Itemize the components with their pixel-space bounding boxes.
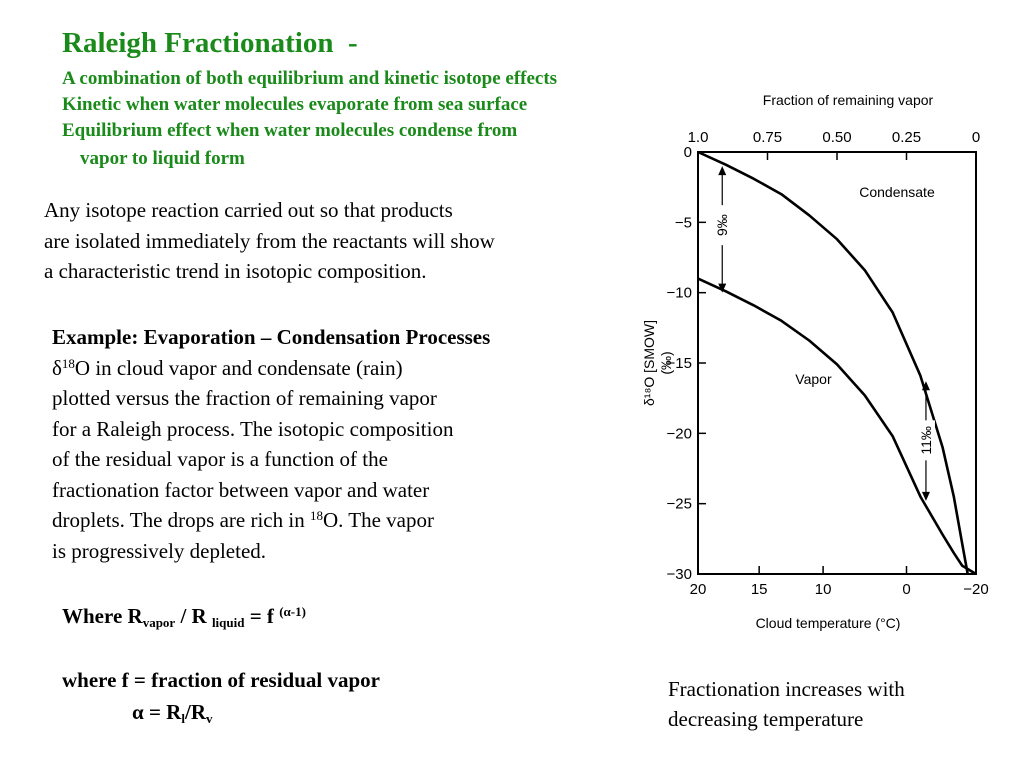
rayleigh-chart: Fraction of remaining vapor 1.0 0.75 0.50 0…: [641, 92, 989, 631]
y-axis-ticks: 0 −5 −10 −15 −20 −25 −30: [667, 144, 706, 583]
definition-f: where f = fraction of residual vapor: [62, 668, 380, 692]
arrow-label-bg: [916, 420, 935, 461]
iso-mass: 18: [61, 355, 75, 371]
bottom-tick-label: −20: [963, 581, 988, 598]
caption-line: decreasing temperature: [668, 707, 864, 731]
bottom-tick-label: 0: [902, 581, 910, 598]
arrow-head: [921, 491, 930, 501]
y-tick-label: 0: [684, 144, 692, 161]
example-line: for a Raleigh process. The isotopic comp…: [52, 416, 454, 441]
intro-line: a characteristic trend in isotopic compo…: [44, 259, 427, 283]
annotation-label: 9‰: [714, 214, 730, 236]
top-tick-label: 1.0: [688, 129, 709, 146]
top-tick-label: 0.25: [892, 129, 921, 146]
bottom-tick-label: 20: [690, 581, 707, 598]
subtitle-line: Kinetic when water molecules evaporate f…: [62, 94, 528, 115]
example-text: O in cloud vapor and condensate (rain): [74, 355, 403, 380]
example-text: O. The vapor: [322, 508, 434, 532]
formula-text: / R: [175, 604, 212, 628]
series-line-vapor: [697, 277, 977, 576]
intro-line: Any isotope reaction carried out so that…: [44, 198, 453, 222]
bottom-tick-label: 15: [751, 581, 768, 598]
example-paragraph: Example: Evaporation – Condensation Proc…: [52, 322, 490, 566]
chart-caption: Fractionation increases with decreasing …: [668, 674, 905, 734]
top-axis-ticks: 1.0 0.75 0.50 0.25 0: [688, 129, 980, 160]
x-axis-label: Cloud temperature (°C): [756, 615, 901, 631]
top-tick-label: 0.50: [822, 129, 851, 146]
intro-paragraph: Any isotope reaction carried out so that…: [44, 195, 495, 287]
series-group: Condensate Vapor: [697, 150, 977, 576]
y-axis-label: δ¹⁸O [SMOW]: [641, 320, 657, 406]
iso-mass: 18: [309, 508, 323, 523]
rayleigh-formula: Where Rvapor / R liquid = f (α-1): [62, 604, 306, 629]
example-line: of the residual vapor is a function of t…: [52, 447, 388, 471]
formula-text: α = R: [132, 700, 182, 724]
formula-subscript: liquid: [211, 615, 245, 630]
y-tick-label: −10: [667, 285, 692, 302]
example-line: is progressively depleted.: [52, 538, 267, 563]
example-line: plotted versus the fraction of remaining…: [52, 386, 437, 410]
annotation-arrows: 9‰ 11‰: [713, 166, 935, 501]
top-axis-label: Fraction of remaining vapor: [763, 92, 934, 108]
caption-line: Fractionation increases with: [668, 677, 905, 701]
series-label-condensate: Condensate: [859, 184, 935, 200]
slide-title: Raleigh Fractionation -: [62, 27, 358, 59]
formula-text: Where R: [62, 604, 143, 628]
bottom-tick-label: 10: [815, 581, 832, 598]
series-label-vapor: Vapor: [795, 371, 832, 387]
definition-alpha: α = Rl/Rv: [132, 700, 212, 725]
arrow-label-bg: [713, 205, 732, 246]
y-tick-label: −20: [667, 425, 692, 442]
delta-symbol: δ: [52, 355, 62, 380]
example-line: fractionation factor between vapor and w…: [52, 477, 430, 502]
formula-subscript: v: [205, 711, 213, 726]
arrow-head: [718, 283, 727, 293]
formula-exponent: (α-1): [279, 604, 306, 619]
y-tick-label: −5: [675, 214, 692, 231]
bottom-axis-ticks: 20 15 10 0 −20: [690, 566, 989, 598]
top-tick-label: 0: [972, 129, 980, 146]
top-tick-label: 0.75: [753, 129, 782, 146]
subtitle-line: vapor to liquid form: [80, 148, 245, 169]
y-axis-label-unit: (‰): [658, 351, 674, 374]
subtitle-line: A combination of both equilibrium and ki…: [62, 68, 558, 89]
example-line: δ18O in cloud vapor and condensate (rain…: [52, 353, 490, 384]
formula-subscript: vapor: [142, 615, 176, 630]
example-line: droplets. The drops are rich in 18O. The…: [52, 505, 490, 536]
example-text: droplets. The drops are rich in: [52, 508, 310, 532]
annotation-label: 11‰: [918, 426, 934, 455]
arrow-head: [921, 381, 930, 391]
formula-subscript: l: [181, 711, 185, 726]
y-tick-label: −15: [667, 355, 692, 372]
y-tick-label: −25: [667, 496, 692, 513]
arrow-head: [718, 166, 727, 176]
subtitle-line: Equilibrium effect when water molecules …: [62, 120, 518, 141]
intro-line: are isolated immediately from the reacta…: [44, 228, 495, 253]
formula-text: /R: [184, 700, 206, 724]
example-heading: Example: Evaporation – Condensation Proc…: [52, 325, 491, 349]
series-line-condensate: [697, 150, 969, 575]
formula-text: = f: [244, 604, 280, 628]
y-tick-label: −30: [667, 566, 692, 583]
